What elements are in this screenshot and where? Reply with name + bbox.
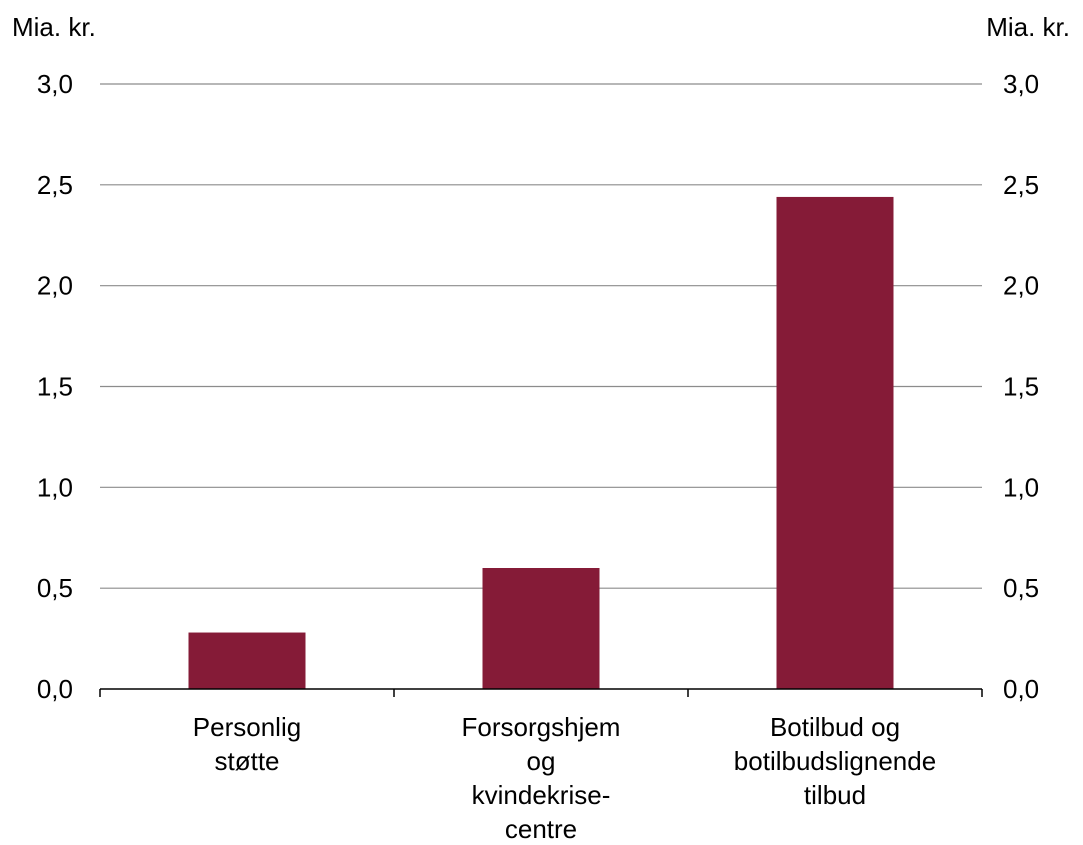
right-axis-unit-label: Mia. kr. [986, 12, 1070, 42]
x-category-label: Forsorgshjem [462, 712, 621, 742]
x-category-label: Botilbud og [770, 712, 900, 742]
y-tick-label-right: 1,5 [1003, 372, 1039, 402]
y-tick-label-right: 0,5 [1003, 573, 1039, 603]
x-category-label: kvindekrise- [472, 780, 611, 810]
y-tick-label-left: 2,5 [37, 170, 73, 200]
x-category-label: centre [505, 814, 577, 844]
x-category-label: Personlig [193, 712, 301, 742]
bar [188, 632, 306, 689]
x-axis [99, 688, 983, 697]
y-tick-label-left: 1,5 [37, 372, 73, 402]
y-tick-label-right: 3,0 [1003, 69, 1039, 99]
left-axis-unit-label: Mia. kr. [12, 12, 96, 42]
y-tick-label-right: 2,5 [1003, 170, 1039, 200]
y-tick-label-right: 0,0 [1003, 674, 1039, 704]
bars [188, 196, 894, 689]
x-category-label: og [527, 746, 556, 776]
y-tick-label-left: 3,0 [37, 69, 73, 99]
x-category-label: botilbudslignende [734, 746, 936, 776]
bar [482, 568, 600, 689]
y-tick-label-right: 2,0 [1003, 271, 1039, 301]
y-tick-label-left: 0,5 [37, 573, 73, 603]
bar [776, 196, 894, 689]
y-tick-label-right: 1,0 [1003, 472, 1039, 502]
x-category-label: tilbud [804, 780, 866, 810]
y-tick-label-left: 2,0 [37, 271, 73, 301]
y-tick-label-left: 0,0 [37, 674, 73, 704]
x-category-label: støtte [214, 746, 279, 776]
y-tick-label-left: 1,0 [37, 472, 73, 502]
y-axis-ticks: 0,0 0,0 0,5 0,5 1,0 1,0 1,5 1,5 2,0 2,0 2,5 2,5 3,0 3… [37, 69, 1039, 704]
category-labels: Personlig støtte Forsorgshjem og kvindekrise… [193, 712, 936, 844]
